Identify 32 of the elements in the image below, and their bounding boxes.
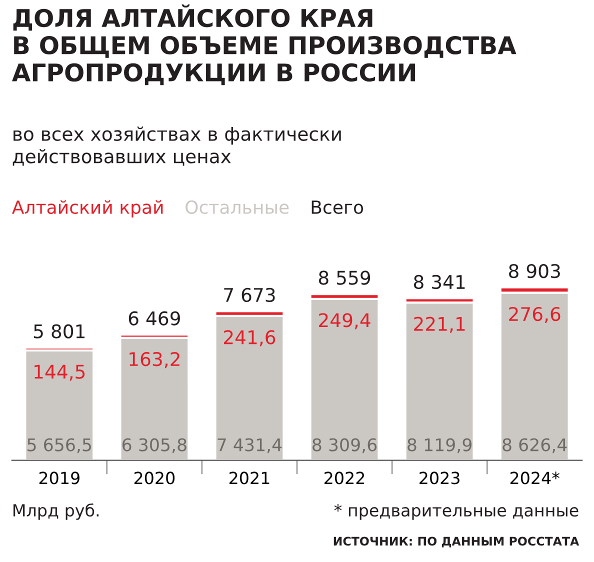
data-label: 6 305,8 xyxy=(122,438,186,454)
data-label: 249,4 xyxy=(319,313,370,330)
data-label: 5 656,5 xyxy=(28,438,92,454)
x-tick-label: 2023 xyxy=(420,472,460,484)
x-tick-label: 2020 xyxy=(134,472,175,484)
total-label: 8 341 xyxy=(414,274,465,290)
total-label: 6 469 xyxy=(128,311,180,326)
total-label: 8 903 xyxy=(509,264,560,278)
data-label: 8 626,4 xyxy=(502,438,567,454)
data-label: 8 119,9 xyxy=(408,438,472,454)
text: Всего xyxy=(312,200,364,214)
text: Млрд руб. xyxy=(14,503,99,520)
x-tick-label: 2021 xyxy=(229,472,270,484)
x-tick-label: 2024* xyxy=(510,472,560,484)
x-tick-label: 2022 xyxy=(324,472,364,484)
data-label: 221,1 xyxy=(414,316,465,333)
total-label: 7 673 xyxy=(224,288,275,302)
text: Остальные xyxy=(186,200,289,214)
text: * предварительные данные xyxy=(334,504,578,520)
data-label: 144,5 xyxy=(34,364,85,381)
chart-subtitle: во всех хозяйствах в фактически действовавших ценах xyxy=(12,126,341,166)
data-label: 8 309,6 xyxy=(312,438,377,454)
data-label: 7 431,4 xyxy=(218,438,282,454)
text: ИСТОЧНИК: ПО ДАННЫМ РОССТАТА xyxy=(334,536,580,548)
total-label: 8 559 xyxy=(318,270,370,285)
chart-title: ДОЛЯ АЛТАЙСКОГО КРАЯ В ОБЩЕМ ОБЪЕМЕ ПРОИЗВОДСТВА АГРОПРОДУКЦИИ В РОССИИ xyxy=(12,4,516,86)
data-label: 276,6 xyxy=(509,306,560,324)
total-label: 5 801 xyxy=(34,324,85,338)
text: Алтайский край xyxy=(12,200,163,218)
x-tick-label: 2019 xyxy=(39,472,80,484)
data-label: 163,2 xyxy=(130,352,180,368)
data-label: 241,6 xyxy=(224,330,276,346)
